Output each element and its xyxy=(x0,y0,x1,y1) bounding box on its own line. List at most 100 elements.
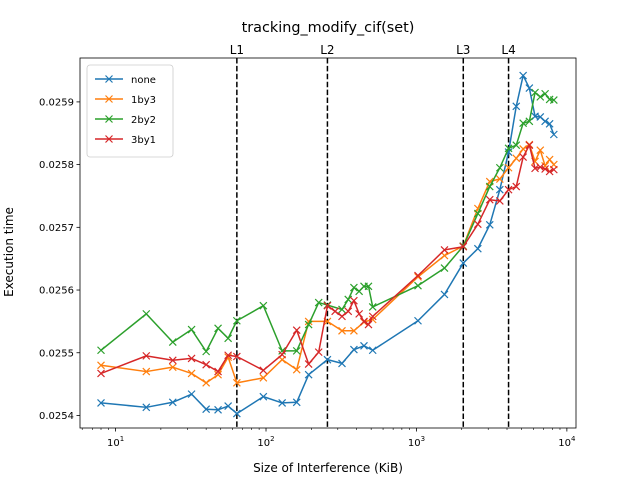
data-point-3by1 xyxy=(440,245,449,254)
data-point-none xyxy=(304,370,313,379)
legend-item-1by3: 1by3 xyxy=(95,95,156,106)
chart-title: tracking_modify_cif(set) xyxy=(242,20,415,36)
data-point-1by3 xyxy=(349,326,358,335)
data-point-1by3 xyxy=(142,367,151,376)
data-point-3by1 xyxy=(512,182,521,191)
data-point-2by2 xyxy=(187,325,196,334)
data-point-none xyxy=(459,259,468,267)
data-point-3by1 xyxy=(473,220,482,229)
data-point-2by2 xyxy=(278,346,287,355)
data-point-2by2 xyxy=(338,305,346,314)
data-point-none xyxy=(278,398,287,407)
data-point-3by1 xyxy=(168,356,177,365)
data-point-2by2 xyxy=(485,182,494,191)
data-point-none xyxy=(549,130,558,139)
data-point-2by2 xyxy=(536,92,545,101)
legend-box xyxy=(86,64,174,158)
data-point-none xyxy=(232,409,241,418)
data-point-3by1 xyxy=(292,326,301,335)
data-point-1by3 xyxy=(536,146,545,155)
data-point-3by1 xyxy=(355,309,364,318)
legend-label: 3by1 xyxy=(131,135,156,146)
data-point-3by1 xyxy=(519,153,528,162)
series-2by2 xyxy=(97,88,558,356)
x-tick-label: 101 xyxy=(107,435,124,449)
x-axis-label: Size of Interference (KiB) xyxy=(253,461,403,475)
x-tick-label: 104 xyxy=(558,435,576,449)
data-point-none xyxy=(485,220,494,229)
data-point-3by1 xyxy=(368,312,377,321)
series-3by1 xyxy=(97,141,558,378)
data-point-3by1 xyxy=(541,165,550,173)
data-point-3by1 xyxy=(214,367,222,376)
cache-label-l4: L4 xyxy=(501,43,515,57)
data-point-1by3 xyxy=(504,163,513,172)
data-point-none xyxy=(259,392,268,401)
data-point-2by2 xyxy=(512,141,521,150)
data-point-1by3 xyxy=(495,175,504,183)
data-point-1by3 xyxy=(202,378,211,387)
data-point-1by3 xyxy=(338,326,346,335)
data-point-2by2 xyxy=(304,320,313,329)
data-point-none xyxy=(512,102,521,111)
data-point-1by3 xyxy=(414,272,422,281)
data-point-none xyxy=(202,405,211,414)
data-point-3by1 xyxy=(536,163,545,172)
data-point-3by1 xyxy=(495,197,504,205)
data-point-none xyxy=(349,345,358,354)
legend-label: 1by3 xyxy=(131,95,156,106)
data-point-3by1 xyxy=(364,320,373,329)
data-point-none xyxy=(414,316,422,325)
data-point-none xyxy=(214,405,222,414)
cache-label-l1: L1 xyxy=(230,43,244,57)
data-point-3by1 xyxy=(97,369,105,378)
series-none xyxy=(97,71,558,418)
data-point-1by3 xyxy=(259,373,268,382)
legend-marker xyxy=(105,115,113,123)
data-point-1by3 xyxy=(214,370,222,379)
data-point-none xyxy=(525,84,534,93)
data-point-none xyxy=(519,71,528,80)
y-tick-label: 0.0255 xyxy=(39,348,74,359)
data-point-2by2 xyxy=(549,96,558,104)
data-point-none xyxy=(545,119,554,128)
data-point-3by1 xyxy=(338,312,346,321)
data-point-none xyxy=(495,185,504,194)
data-point-3by1 xyxy=(259,366,268,375)
data-point-3by1 xyxy=(202,360,211,369)
data-point-none xyxy=(440,290,449,299)
data-point-none xyxy=(323,355,332,364)
data-point-3by1 xyxy=(224,351,233,360)
data-point-3by1 xyxy=(142,351,151,360)
data-point-3by1 xyxy=(314,348,323,357)
data-point-1by3 xyxy=(292,365,301,374)
data-point-none xyxy=(473,244,482,253)
data-point-2by2 xyxy=(525,117,534,126)
data-point-3by1 xyxy=(331,307,340,316)
data-point-2by2 xyxy=(495,163,504,172)
data-point-none xyxy=(224,402,233,410)
legend: none 1by3 2by2 3by1 xyxy=(86,64,174,158)
cache-label-l3: L3 xyxy=(456,43,470,57)
data-point-2by2 xyxy=(368,303,377,311)
x-axis: 101 102 103 104 xyxy=(81,428,576,449)
data-point-none xyxy=(97,398,105,407)
y-axis-label: Execution time xyxy=(2,207,16,297)
cache-label-l2: L2 xyxy=(320,43,334,57)
data-point-1by3 xyxy=(168,363,177,372)
y-tick-label: 0.0256 xyxy=(39,286,74,297)
data-point-3by1 xyxy=(414,271,422,280)
data-point-3by1 xyxy=(344,307,353,316)
legend-item-none: none xyxy=(95,75,156,86)
data-point-1by3 xyxy=(232,378,241,387)
data-point-2by2 xyxy=(541,89,550,98)
data-point-3by1 xyxy=(360,317,368,326)
data-point-2by2 xyxy=(97,346,105,355)
data-point-2by2 xyxy=(314,298,323,307)
data-point-none xyxy=(292,398,301,407)
data-point-none xyxy=(187,390,196,399)
data-point-none xyxy=(338,359,346,368)
data-point-3by1 xyxy=(485,195,494,204)
data-point-1by3 xyxy=(512,154,521,163)
y-axis: 0.0254 0.0255 0.0256 0.0257 0.0258 0.0259 xyxy=(39,97,80,422)
